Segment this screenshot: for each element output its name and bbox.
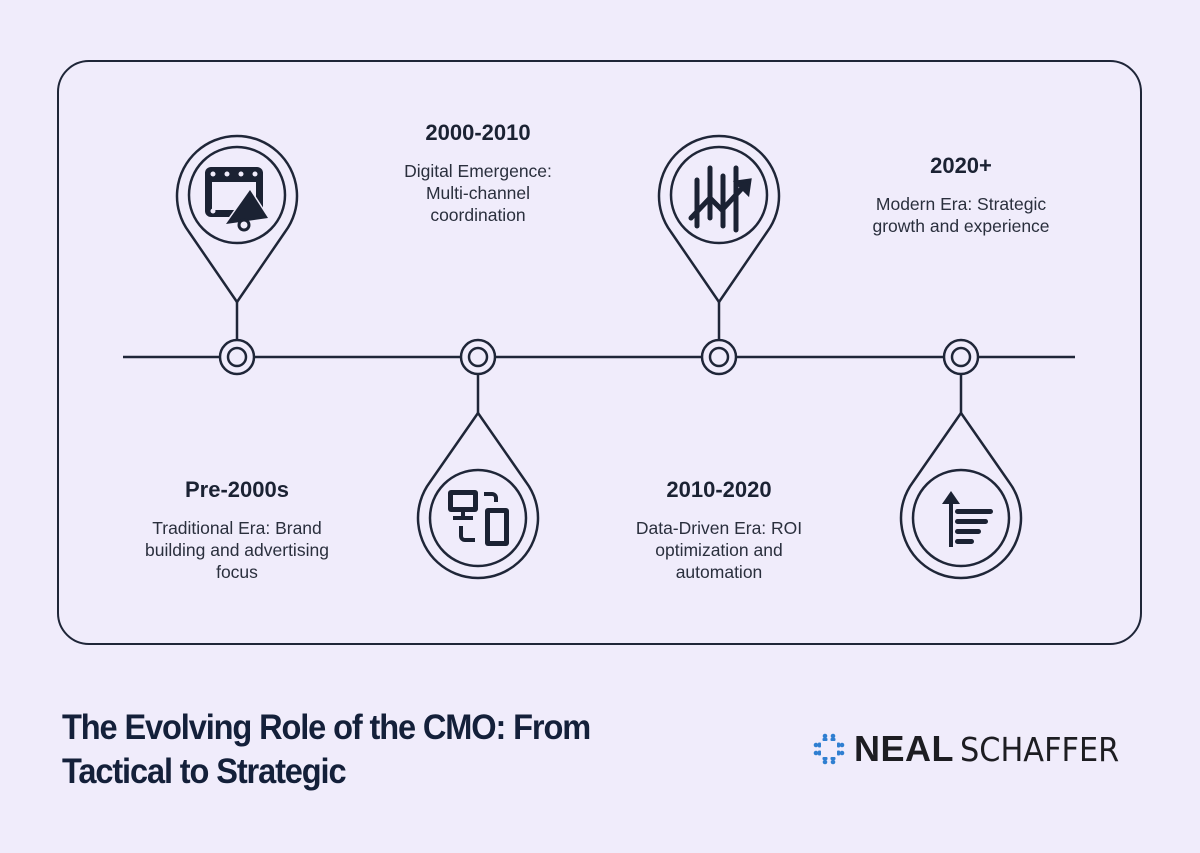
era-label-2020-plus: 2020+ Modern Era: Strategic growth and e… xyxy=(831,153,1091,237)
era-year: Pre-2000s xyxy=(185,477,289,502)
growth-chart-icon xyxy=(688,165,752,233)
era-year: 2000-2010 xyxy=(425,120,531,145)
brand-logo: NEAL SCHAFFER xyxy=(812,728,1133,770)
era-description: Data-Driven Era: ROI optimization and au… xyxy=(635,518,803,582)
era-node-2 xyxy=(416,338,540,580)
era-year: 2020+ xyxy=(930,153,992,178)
era-description: Digital Emergence: Multi-channel coordin… xyxy=(404,161,552,225)
video-megaphone-icon xyxy=(205,167,271,232)
era-description: Modern Era: Strategic growth and experie… xyxy=(872,194,1050,236)
era-node-3 xyxy=(657,134,781,376)
era-node-1 xyxy=(175,134,299,376)
logo-last-name: SCHAFFER xyxy=(960,729,1120,769)
era-year: 2010-2020 xyxy=(666,477,772,502)
logo-first-name: NEAL xyxy=(854,728,954,769)
era-node-4 xyxy=(899,338,1023,580)
era-label-2010-2020: 2010-2020 Data-Driven Era: ROI optimizat… xyxy=(589,477,849,583)
era-label-pre-2000s: Pre-2000s Traditional Era: Brand buildin… xyxy=(107,477,367,583)
era-label-2000-2010: 2000-2010 Digital Emergence: Multi-chann… xyxy=(348,120,608,226)
sort-ascending-icon xyxy=(942,491,993,547)
page-title: The Evolving Role of the CMO: From Tacti… xyxy=(62,708,591,791)
logo-mark-icon xyxy=(813,733,845,765)
multi-device-sync-icon xyxy=(448,490,509,546)
era-description: Traditional Era: Brand building and adve… xyxy=(145,518,329,582)
timeline-frame xyxy=(57,60,1142,645)
